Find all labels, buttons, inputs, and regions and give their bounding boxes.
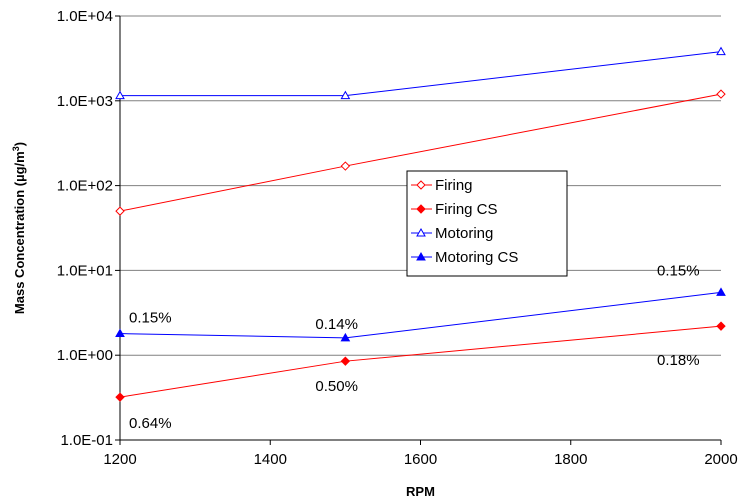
legend-box xyxy=(406,170,568,277)
legend-marker-firing-cs xyxy=(416,204,426,214)
series-line-firing-cs xyxy=(119,325,722,398)
legend-marker-motoring-cs xyxy=(416,251,426,261)
data-point-firing-cs xyxy=(716,321,726,331)
x-tick-label: 2000 xyxy=(704,451,737,468)
y-tick-label: 1.0E+01 xyxy=(57,262,113,279)
x-tick-label: 1400 xyxy=(254,451,287,468)
y-tick-label: 1.0E+00 xyxy=(57,347,113,364)
legend-marker-motoring xyxy=(416,227,426,237)
data-point-motoring xyxy=(340,90,351,100)
data-label: 0.15% xyxy=(129,310,172,327)
series xyxy=(115,46,726,402)
y-tick-label: 1.0E+02 xyxy=(57,178,113,195)
series-line-motoring xyxy=(120,51,722,97)
data-label: 0.18% xyxy=(657,352,700,369)
legend-label-motoring: Motoring xyxy=(435,225,493,242)
x-tick-label: 1200 xyxy=(103,451,136,468)
x-tick-label: 1800 xyxy=(554,451,587,468)
legend-label-motoring-cs: Motoring CS xyxy=(435,249,518,266)
x-axis-title: RPM xyxy=(406,484,435,499)
legend-label-firing-cs: Firing CS xyxy=(435,201,498,218)
data-point-firing-cs xyxy=(340,356,351,366)
data-label: 0.14% xyxy=(315,316,358,333)
data-label: 0.64% xyxy=(129,415,172,432)
y-axis-title: Mass Concentration (µg/m3) xyxy=(11,142,27,314)
data-point-motoring-cs xyxy=(716,287,726,296)
legend-marker-firing xyxy=(416,180,426,190)
data-point-motoring-cs xyxy=(340,332,351,342)
legend-label-firing: Firing xyxy=(435,177,473,194)
data-point-firing xyxy=(716,89,726,99)
x-tick-label: 1600 xyxy=(404,451,437,468)
data-point-firing xyxy=(340,161,351,171)
y-axis-title-close: ) xyxy=(12,142,27,146)
data-point-motoring-cs xyxy=(115,328,125,338)
data-label: 0.15% xyxy=(657,262,700,279)
axes: 1.0E-01 1.0E+00 1.0E+01 1.0E+02 1.0E+03 1.0E+… xyxy=(57,8,738,468)
annotations: 0.15% 0.14% 0.15% 0.64% 0.50% 0.18% xyxy=(129,262,700,432)
data-label: 0.50% xyxy=(315,378,358,395)
legend: Firing Firing CS Motoring Motoring CS xyxy=(406,170,568,277)
y-tick-label: 1.0E-01 xyxy=(60,432,113,449)
data-point-motoring xyxy=(115,90,125,100)
y-axis-title-superscript: 3 xyxy=(11,146,21,151)
series-line-motoring-cs xyxy=(119,291,722,339)
y-tick-label: 1.0E+03 xyxy=(57,93,113,110)
y-axis-title-main: Mass Concentration (µg/m xyxy=(12,151,27,314)
data-point-motoring xyxy=(716,46,726,56)
data-point-firing-cs xyxy=(115,392,125,402)
y-tick-label: 1.0E+04 xyxy=(57,8,113,25)
data-point-firing xyxy=(115,206,125,216)
